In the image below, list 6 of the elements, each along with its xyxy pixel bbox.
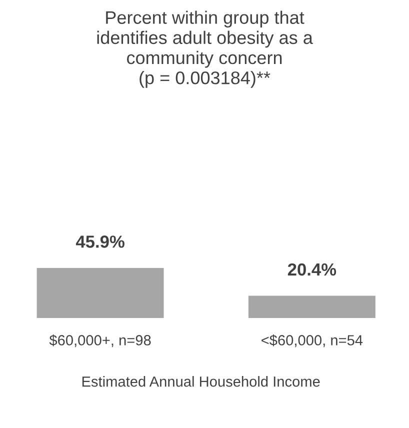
data-label: 20.4%: [288, 263, 336, 276]
data-label: 45.9%: [76, 236, 124, 248]
x-tick-label: $60,000+, n=98: [49, 334, 151, 348]
x-tick-label: <$60,000, n=54: [262, 334, 363, 348]
chart-title: Percent within group that identifies adult obesity as a community concern (p = 0.003184)**: [97, 10, 313, 88]
x-axis-title: Estimated Annual Household Income: [82, 376, 320, 387]
